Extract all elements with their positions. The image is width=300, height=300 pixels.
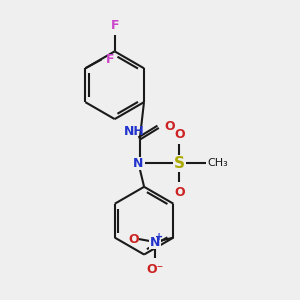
Text: CH₃: CH₃	[207, 158, 228, 168]
Text: F: F	[110, 19, 119, 32]
Text: O⁻: O⁻	[147, 263, 164, 276]
Text: S: S	[174, 156, 185, 171]
Text: O: O	[128, 232, 139, 246]
Text: O: O	[164, 120, 175, 133]
Text: F: F	[106, 53, 115, 66]
Text: +: +	[155, 232, 163, 242]
Text: N: N	[133, 157, 143, 170]
Text: O: O	[174, 128, 185, 141]
Text: O: O	[174, 186, 185, 199]
Text: N: N	[150, 236, 160, 248]
Text: NH: NH	[124, 125, 145, 138]
